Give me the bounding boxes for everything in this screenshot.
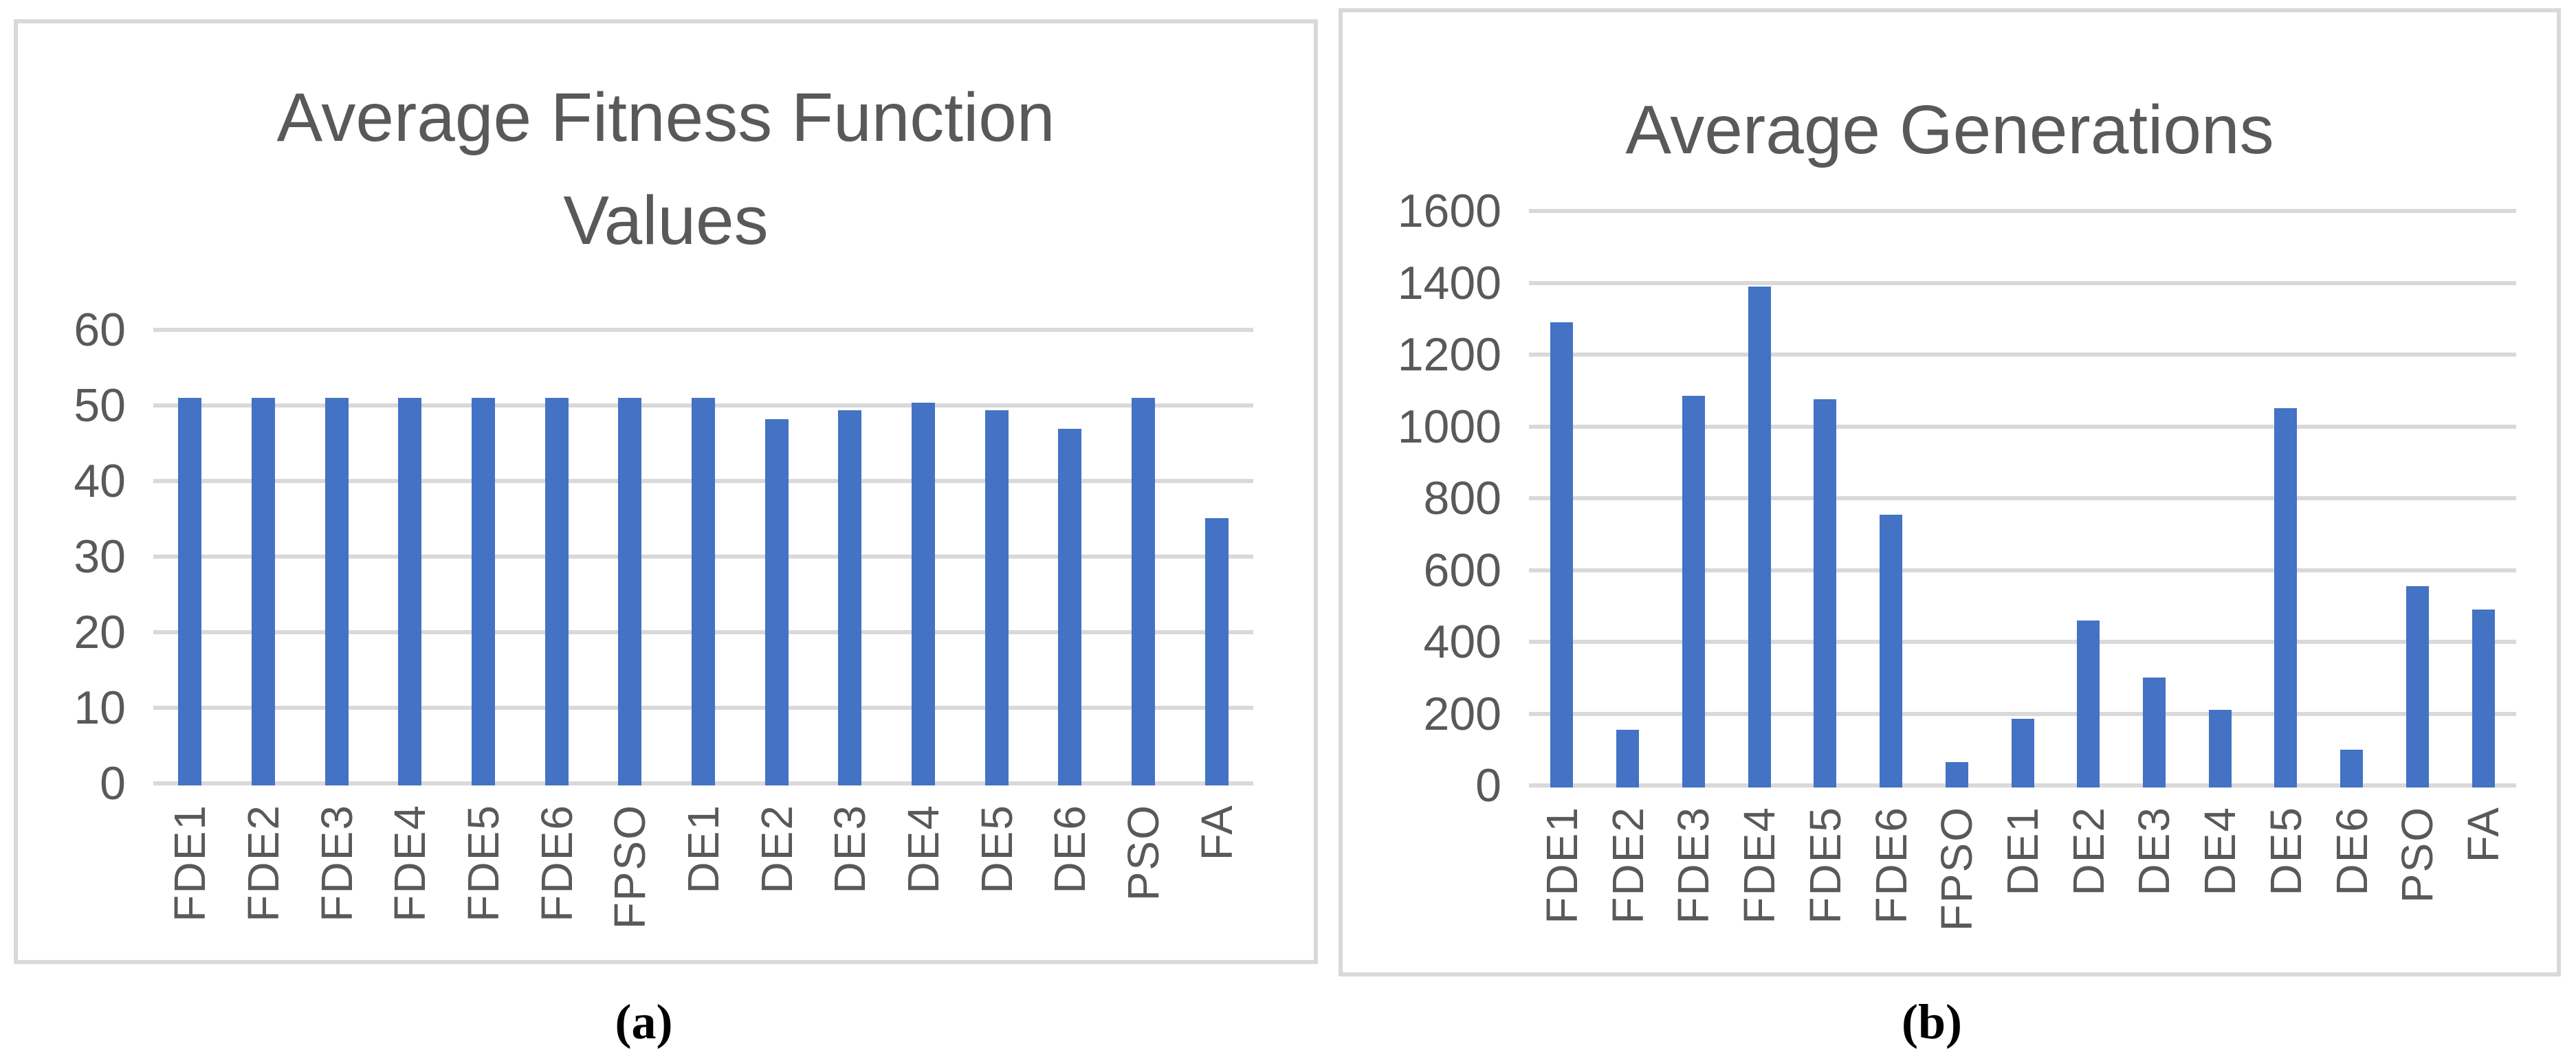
x-axis-label-DE1: DE1 — [1998, 806, 2047, 896]
x-axis-label-FDE1: FDE1 — [1537, 806, 1587, 924]
bar-DE1 — [2011, 719, 2034, 788]
chart-panel-fitness: Average Fitness Function Values 0 10 20 30 4… — [14, 19, 1318, 964]
gridline-y-1600 — [1529, 209, 2516, 213]
bar-DE2 — [764, 418, 789, 785]
y-axis-tick-label: 20 — [74, 606, 126, 658]
chart-panel-generations: Average Generations 0 200 400 600 800 1000 120… — [1339, 8, 2561, 976]
bar-DE6 — [1058, 429, 1082, 785]
gridline-y-200 — [1529, 711, 2516, 716]
bar-FDE5 — [1814, 399, 1837, 788]
y-axis-tick-label: 1600 — [1397, 185, 1501, 237]
y-axis-tick-label: 1200 — [1397, 328, 1501, 381]
chart-title-line: Average Generations — [1625, 91, 2274, 168]
x-axis-label-FDE1: FDE1 — [165, 804, 215, 922]
x-axis-label-FA: FA — [2458, 806, 2509, 863]
bar-FDE3 — [324, 398, 349, 785]
bar-FDE1 — [178, 398, 202, 785]
y-axis-tick-label: 1000 — [1397, 400, 1501, 453]
x-axis-label-FDE3: FDE3 — [311, 804, 362, 922]
x-axis-label-FDE4: FDE4 — [1735, 806, 1785, 924]
x-axis-label-FPSO: FPSO — [605, 804, 655, 930]
x-axis-label-DE2: DE2 — [2063, 806, 2113, 896]
y-axis-tick-label: 200 — [1423, 687, 1501, 740]
bar-FDE3 — [1682, 396, 1705, 788]
bar-FDE2 — [1616, 730, 1640, 788]
caption-b: (b) — [1902, 994, 1962, 1049]
y-axis-tick-label: 0 — [100, 757, 126, 809]
bar-DE5 — [984, 410, 1009, 785]
gridline-y-600 — [1529, 568, 2516, 572]
y-axis-tick-label: 1400 — [1397, 256, 1501, 309]
plot-area-generations: 0 200 400 600 800 1000 1200 1400 1600 FDE1 FDE2 FDE… — [1343, 12, 2557, 972]
chart-title-generations: Average Generations — [1343, 78, 2557, 181]
bar-FDE1 — [1550, 322, 1574, 788]
x-axis-label-DE3: DE3 — [2129, 806, 2179, 896]
y-axis-tick-label: 0 — [1475, 759, 1501, 812]
x-axis-label-DE1: DE1 — [679, 804, 728, 894]
x-axis-label-DE6: DE6 — [1045, 804, 1095, 894]
bar-PSO — [1132, 398, 1155, 785]
bar-FDE4 — [1748, 286, 1771, 788]
x-axis-label-FDE5: FDE5 — [1800, 806, 1850, 924]
x-axis-label-FDE3: FDE3 — [1669, 806, 1719, 924]
gridline-y-1000 — [1529, 424, 2516, 429]
y-axis-tick-label: 40 — [74, 455, 126, 507]
bar-DE1 — [692, 398, 715, 785]
x-axis-label-DE2: DE2 — [751, 804, 802, 894]
y-axis-tick-label: 600 — [1423, 544, 1501, 596]
y-axis-tick-label: 10 — [74, 682, 126, 734]
bar-DE3 — [838, 410, 862, 785]
x-axis-label-PSO: PSO — [2392, 806, 2443, 904]
y-axis-tick-label: 50 — [74, 379, 126, 432]
bar-PSO — [2406, 586, 2429, 788]
x-axis-label-DE4: DE4 — [899, 804, 948, 894]
bar-FA — [1204, 517, 1229, 785]
chart-title-fitness: Average Fitness Function Values — [18, 66, 1314, 272]
bar-FDE6 — [544, 398, 569, 785]
x-axis-label-DE5: DE5 — [2260, 806, 2311, 896]
bar-FDE5 — [472, 398, 495, 785]
chart-title-line: Values — [563, 182, 769, 259]
x-axis-label-FDE6: FDE6 — [1866, 806, 1916, 924]
gridline-y-1400 — [1529, 280, 2516, 285]
chart-title-line: Average Fitness Function — [276, 79, 1055, 156]
gridline-y-1200 — [1529, 353, 2516, 357]
x-axis-label-FDE2: FDE2 — [239, 804, 288, 922]
bar-DE3 — [2142, 678, 2166, 788]
x-axis-label-FDE2: FDE2 — [1603, 806, 1653, 924]
gridline-y-800 — [1529, 496, 2516, 500]
gridline-y-60 — [153, 328, 1253, 332]
x-axis-label-DE4: DE4 — [2195, 806, 2245, 896]
x-axis-label-FA: FA — [1191, 804, 1242, 861]
y-axis-tick-label: 800 — [1423, 472, 1501, 524]
bar-DE6 — [2340, 749, 2364, 788]
bar-DE4 — [2208, 710, 2232, 788]
bar-FPSO — [1945, 762, 1968, 788]
bar-FDE6 — [1880, 514, 1903, 788]
bar-DE2 — [2077, 620, 2100, 788]
y-axis-tick-label: 60 — [74, 304, 126, 356]
x-axis-label-FDE6: FDE6 — [531, 804, 582, 922]
gridline-y-400 — [1529, 640, 2516, 644]
x-axis-label-FPSO: FPSO — [1932, 806, 1982, 932]
x-axis-label-DE5: DE5 — [971, 804, 1022, 894]
x-axis-label-PSO: PSO — [1119, 804, 1168, 902]
y-axis-tick-label: 400 — [1423, 616, 1501, 668]
bar-FDE4 — [398, 398, 422, 785]
x-axis-label-DE6: DE6 — [2326, 806, 2377, 896]
bar-DE5 — [2274, 408, 2298, 788]
caption-a: (a) — [615, 994, 673, 1049]
bar-FDE2 — [252, 398, 275, 785]
plot-area-fitness: 0 10 20 30 40 50 60 FDE1 FDE2 FDE3 FDE4 FDE5 FDE6 FPS… — [18, 23, 1314, 960]
y-axis-tick-label: 30 — [74, 530, 126, 583]
bar-FA — [2472, 609, 2495, 788]
x-axis-label-FDE5: FDE5 — [459, 804, 508, 922]
bar-FPSO — [618, 398, 642, 785]
bar-DE4 — [912, 402, 935, 785]
x-axis-label-DE3: DE3 — [825, 804, 875, 894]
x-axis-label-FDE4: FDE4 — [385, 804, 435, 922]
